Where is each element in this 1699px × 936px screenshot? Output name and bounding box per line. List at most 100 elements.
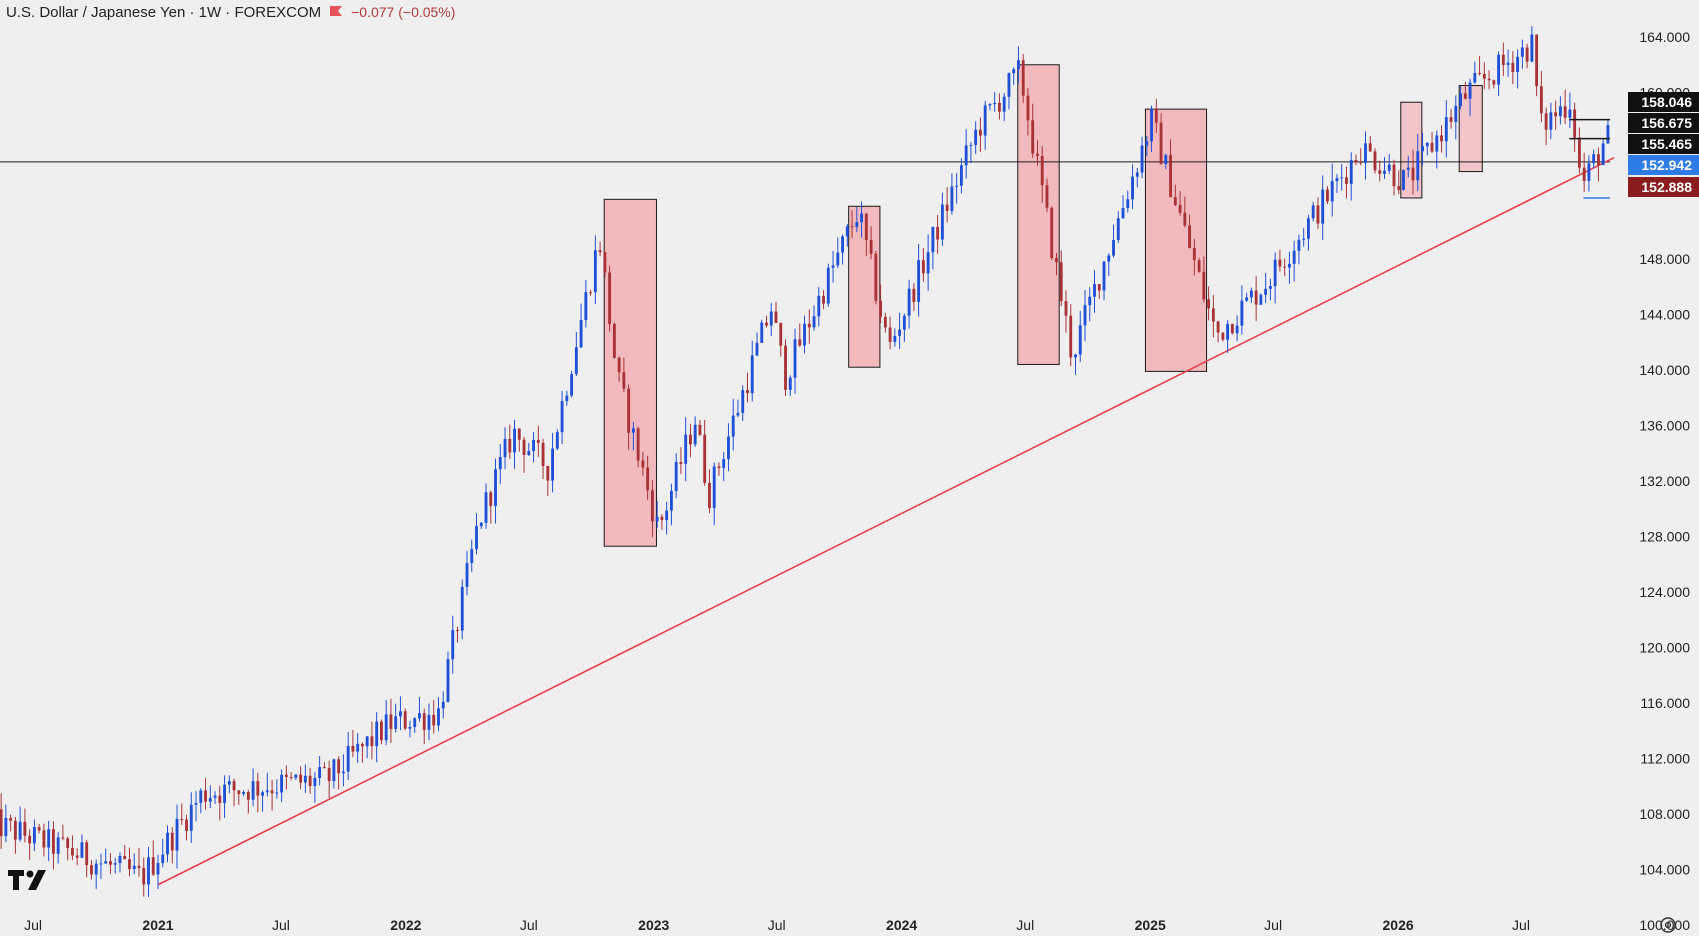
candle-body [1577,137,1581,168]
candle [964,129,968,179]
candle [712,462,716,526]
candle-body [1463,93,1467,99]
candle [1012,67,1016,85]
candle [1097,283,1101,299]
candle-body [1273,259,1277,287]
price-tag-red[interactable]: 152.888 [1628,177,1699,197]
candle [598,241,602,257]
candle-body [708,482,711,508]
settings-gear-icon[interactable] [1660,917,1676,933]
candle-body [969,145,973,147]
x-tick-label: Jul [1264,917,1282,933]
candle-body [650,490,654,522]
candle [1345,166,1348,199]
candle-body [1473,72,1477,83]
candle-body [94,863,98,875]
candle [888,316,892,350]
red-flag-icon[interactable] [329,5,343,19]
candle-body [921,260,925,274]
candle-body [66,838,70,848]
pullback-zone-1[interactable] [603,198,657,547]
candle [242,790,245,797]
x-tick-label: Jul [24,917,42,933]
candle [1159,113,1163,165]
candle [1349,152,1353,201]
candle [560,390,564,445]
candle-body [109,861,112,865]
candle [432,700,436,734]
candle [1549,102,1553,140]
candle-body [983,105,987,136]
candle-body [370,736,374,747]
candle-body [327,767,331,782]
candle-body [869,240,873,254]
candle-body [1102,261,1106,291]
candle-body [1501,54,1505,65]
candle [446,651,450,703]
y-tick-label: 116.000 [1640,695,1690,711]
support-trendline[interactable] [157,156,1615,886]
candle [437,697,440,732]
candle-body [541,442,545,467]
price-tag-black[interactable]: 155.465 [1628,134,1699,154]
candle-body [513,428,516,453]
candle [9,814,13,832]
candle [703,419,707,486]
candle [527,443,531,456]
candle [1516,49,1520,89]
candle-body [689,434,692,445]
symbol-title[interactable]: U.S. Dollar / Japanese Yen · 1W · FOREXC… [6,3,322,21]
x-tick-label: Jul [1016,917,1034,933]
x-tick-label: 2025 [1135,917,1166,933]
candle-body [265,790,269,793]
candle [66,836,70,861]
candle [1040,146,1044,203]
candle-body [1530,34,1534,62]
candle [1544,107,1548,146]
price-tag-blue[interactable]: 152.942 [1628,155,1699,175]
candle [147,847,150,897]
candle [90,860,93,880]
price-tag-black[interactable]: 158.046 [1628,92,1699,112]
candle [1287,251,1291,284]
candle [1216,320,1220,343]
candle-body [1354,160,1358,163]
candle [223,775,226,818]
candle-body [1568,109,1572,118]
candle-body [636,428,640,461]
candle [760,319,764,344]
candle-body [61,837,65,839]
candle-body [1440,135,1443,142]
candle-body [137,865,141,868]
candle-body [1107,255,1111,262]
candle [727,423,730,472]
candle-body [741,390,745,413]
candle [631,421,635,451]
price-tag-black[interactable]: 156.675 [1628,113,1699,133]
candle [1387,153,1391,175]
candle-body [532,439,535,452]
candle [1587,155,1591,192]
candle-body [1549,112,1553,130]
candle-body [284,774,288,777]
candle-body [28,835,32,844]
candle [1368,136,1372,152]
candle-body [555,432,559,449]
candle-body [113,863,117,865]
candle-body [294,774,298,778]
small-hlines-layer [1569,118,1610,199]
candle-body [755,342,759,356]
candle-body [974,129,978,146]
candle-body [907,288,911,316]
pullback-zone-4[interactable] [1144,108,1208,372]
candle [218,785,222,821]
candle-body [432,714,436,726]
candle [479,521,483,530]
candle-body [1059,262,1063,302]
candle-body [627,388,631,433]
x-tick-label: 2022 [390,917,421,933]
candle-body [446,659,450,702]
candle-body [912,288,916,302]
candle-body [617,357,621,373]
